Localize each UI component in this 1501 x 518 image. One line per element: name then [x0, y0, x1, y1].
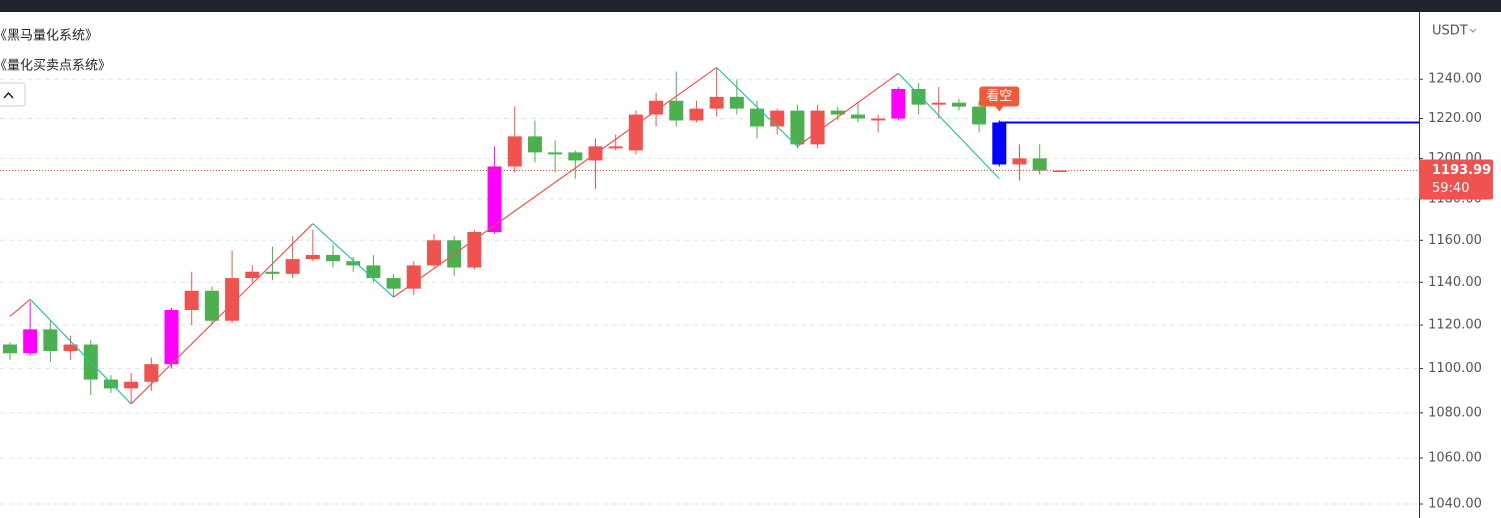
candle-body	[972, 106, 987, 125]
candle-body	[992, 122, 1007, 165]
indicator-label: 《量化买卖点系统》	[0, 59, 111, 74]
candle-body	[790, 110, 805, 145]
zigzag-segment	[312, 223, 395, 298]
candle-body	[285, 259, 300, 274]
candle-body	[204, 290, 219, 321]
candle-body	[245, 271, 260, 279]
y-tick-label: 1060.00	[1428, 451, 1482, 466]
candle-body	[184, 290, 199, 310]
signal-box	[979, 86, 1020, 107]
last-price-tag	[1419, 159, 1493, 200]
candle-body	[628, 114, 643, 151]
candle-body	[1012, 158, 1027, 165]
zigzag-segment	[393, 67, 717, 298]
candle-body	[649, 100, 664, 115]
candle-body	[346, 261, 361, 266]
candle-body	[850, 114, 865, 119]
candle-body	[124, 381, 139, 389]
currency-chevron	[1469, 28, 1477, 33]
zigzag-segment	[716, 67, 798, 147]
candle-body	[1052, 170, 1067, 173]
price-axis: 1040.00 1060.00 1080.00 1100.00 1120.00 1140.…	[1419, 72, 1493, 512]
candle-body	[729, 96, 744, 109]
zigzag-segment	[130, 223, 314, 405]
candle-body	[527, 136, 542, 153]
y-tick-label: 1040.00	[1428, 497, 1482, 512]
candle-body	[709, 96, 724, 109]
candle-body	[750, 108, 765, 127]
candle-body	[487, 166, 502, 232]
candle-body	[326, 254, 341, 262]
candle-body	[871, 118, 886, 121]
candle-body	[366, 265, 381, 279]
candle-body	[305, 254, 320, 260]
candle-body	[810, 110, 825, 145]
candle-body	[426, 240, 441, 266]
candle-body	[144, 364, 159, 382]
candle-body	[1032, 158, 1047, 171]
y-tick-label: 1080.00	[1428, 405, 1482, 420]
candle-body	[386, 278, 401, 289]
indicator-label: 《黑马量化系统》	[0, 29, 98, 44]
marks: 看空	[0, 67, 1419, 405]
candle-body	[467, 231, 482, 268]
candle-body	[103, 379, 118, 389]
candle-body	[507, 136, 522, 167]
candle-body	[225, 278, 240, 321]
currency-label[interactable]: USDT	[1432, 24, 1468, 39]
candle-body	[164, 309, 179, 365]
candle-body	[548, 152, 563, 155]
candle-body	[608, 146, 623, 149]
candle-body	[770, 110, 785, 127]
collapse-button[interactable]	[0, 82, 26, 107]
candle-body	[689, 108, 704, 121]
y-tick-label: 1140.00	[1428, 275, 1482, 290]
y-tick-label: 1220.00	[1428, 111, 1482, 126]
y-tick-label: 1160.00	[1428, 233, 1482, 248]
signal-pointer	[995, 106, 1004, 112]
candle-body	[931, 102, 946, 105]
zigzag-segment	[29, 298, 132, 405]
zigzag-segment	[797, 72, 899, 147]
candle-body	[265, 271, 280, 274]
y-tick-label: 1100.00	[1428, 361, 1482, 376]
candle-body	[669, 100, 684, 121]
candle-body	[63, 344, 78, 352]
candle-body	[830, 110, 845, 115]
candle-body	[406, 265, 421, 289]
candle-body	[43, 329, 58, 352]
candle-body	[23, 329, 38, 354]
candle-body	[3, 344, 17, 354]
candle-body	[568, 152, 583, 161]
candle-body	[951, 102, 966, 107]
zigzag-segment	[9, 298, 31, 317]
candle-body	[891, 88, 906, 119]
candle-body	[911, 88, 926, 105]
y-tick-label: 1240.00	[1428, 72, 1482, 87]
signal-label: 看空	[986, 88, 1012, 104]
countdown-label: 59:40	[1432, 181, 1469, 196]
last-price-label: 1193.99	[1432, 163, 1491, 178]
zigzag-segment	[897, 72, 1000, 180]
collapse-icon	[3, 91, 14, 99]
top-bar	[0, 0, 1501, 12]
y-tick-label: 1120.00	[1428, 318, 1482, 333]
